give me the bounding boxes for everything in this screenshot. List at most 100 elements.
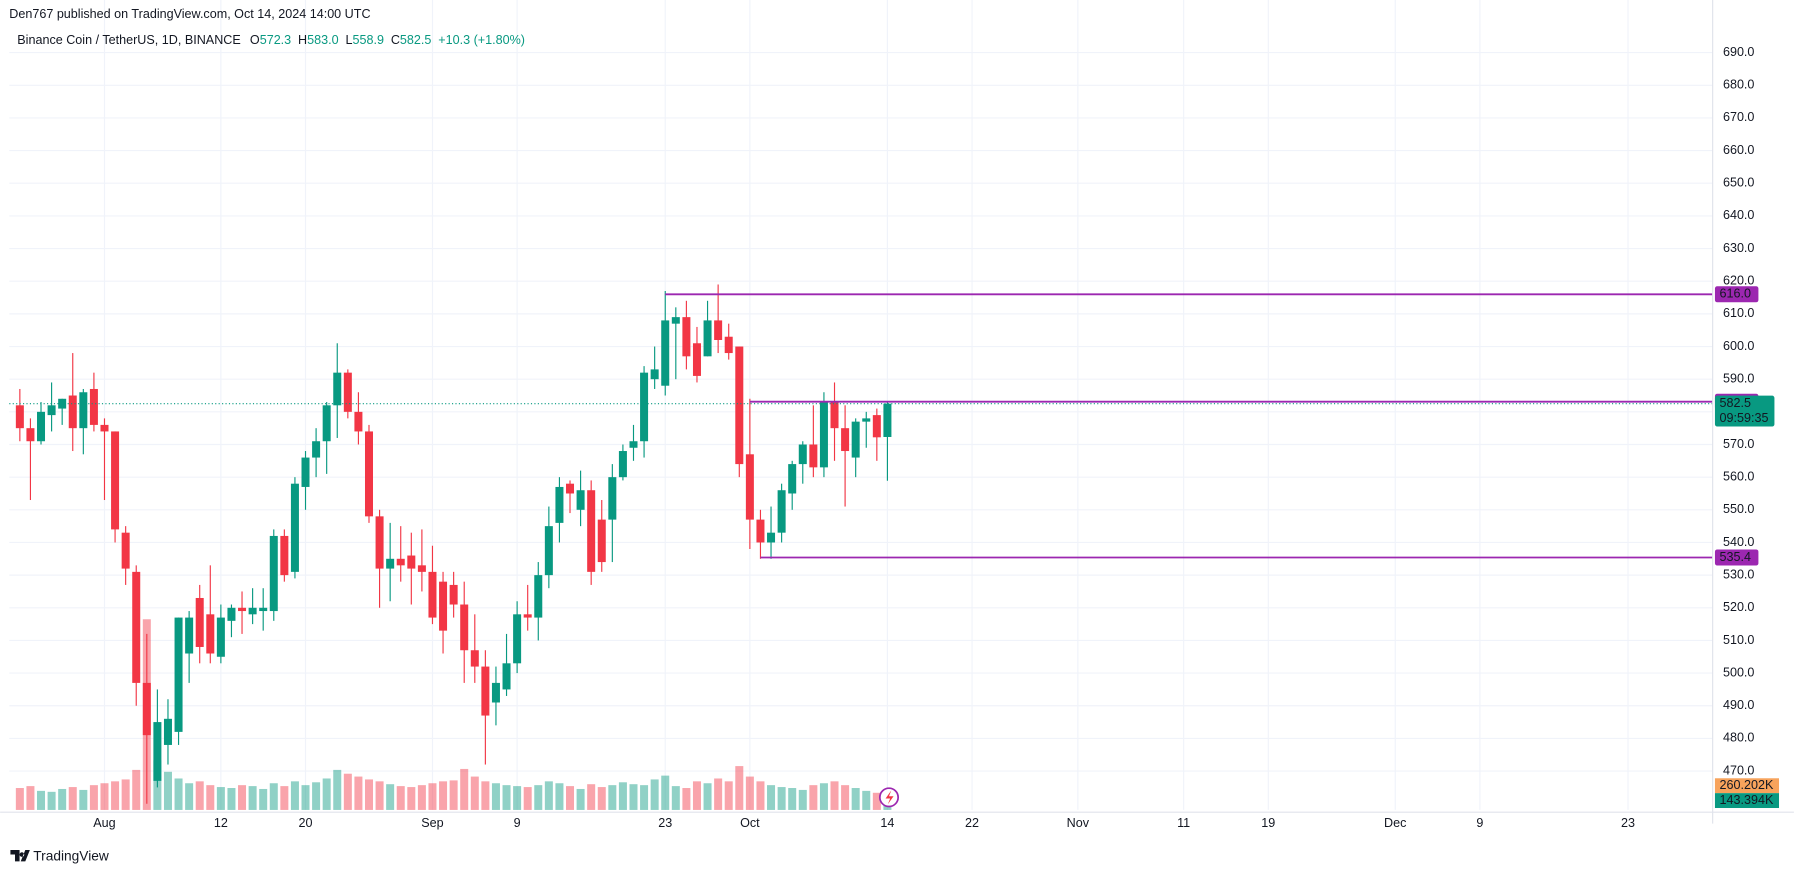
candle-body (830, 402, 839, 429)
candle-body (47, 405, 56, 416)
candle-body (618, 451, 627, 478)
volume-bar (58, 788, 67, 810)
candle-body (724, 336, 733, 354)
y-tick-label: 530.0 (1723, 567, 1754, 581)
volume-bar (111, 781, 120, 810)
candle-body (470, 650, 479, 667)
y-tick-label: 510.0 (1723, 633, 1754, 647)
volume-bar (661, 775, 670, 810)
brand-logo (10, 849, 30, 862)
legend-key: C (391, 34, 400, 48)
volume-ma-box (1714, 778, 1780, 794)
volume-bar (798, 789, 807, 810)
x-tick-label: Nov (1067, 816, 1090, 830)
volume-bar (79, 789, 88, 810)
x-tick-label: Sep (421, 816, 443, 830)
candle-body (89, 388, 98, 425)
y-tick-label: 550.0 (1723, 502, 1754, 516)
volume-bar (121, 779, 130, 810)
candle-body (777, 490, 786, 533)
volume-bar (872, 792, 881, 810)
y-tick-label: 680.0 (1723, 78, 1754, 92)
candle-body (259, 607, 268, 612)
y-tick-label: 610.0 (1723, 306, 1754, 320)
candle-body (301, 457, 310, 487)
volume-bar (354, 776, 363, 810)
volume-bar (259, 788, 268, 810)
candle-body (100, 424, 109, 432)
volume-bar (163, 771, 172, 810)
candle-body (523, 614, 532, 618)
x-tick-label: 23 (1621, 816, 1635, 830)
candle-body (640, 372, 649, 442)
candle-body (756, 519, 765, 543)
candle-body (809, 444, 818, 468)
y-tick-label: 590.0 (1723, 372, 1754, 386)
volume-bar (481, 781, 490, 810)
candle-body (862, 418, 871, 422)
candle-body (682, 317, 691, 357)
candle-body (692, 343, 701, 376)
y-tick-label: 660.0 (1723, 143, 1754, 157)
volume-bar (576, 788, 585, 810)
candle-body (576, 490, 585, 510)
volume-bar (629, 784, 638, 810)
volume-bar (301, 785, 310, 810)
volume-bar (819, 783, 828, 810)
volume-bar (470, 776, 479, 810)
candle-body (502, 663, 511, 690)
candle-body (460, 604, 469, 651)
volume-bar (417, 785, 426, 810)
candle-body (163, 718, 172, 745)
legend: Binance Coin / TetherUS, 1D, BINANCE O572… (17, 34, 525, 48)
volume-bar (767, 785, 776, 810)
y-tick-label: 540.0 (1723, 535, 1754, 549)
x-tick-label: 12 (214, 816, 228, 830)
y-tick-label: 560.0 (1723, 469, 1754, 483)
level-label-box (1714, 286, 1759, 303)
candle-body (58, 398, 67, 409)
volume-bar (15, 788, 24, 810)
candle-body (142, 682, 151, 736)
candle-body (37, 411, 46, 442)
x-tick-label: 9 (514, 816, 521, 830)
replay-icon[interactable] (878, 787, 900, 808)
candle-body (566, 483, 575, 494)
x-tick-label: 14 (880, 816, 894, 830)
volume-bar (714, 778, 723, 810)
legend-title: Binance Coin / TetherUS, 1D, BINANCE (17, 34, 240, 48)
volume-bar (290, 781, 299, 810)
volume-bar (248, 786, 257, 810)
volume-bar (132, 769, 141, 810)
y-tick-label: 630.0 (1723, 241, 1754, 255)
volume-bar (756, 781, 765, 810)
candle-body (312, 441, 321, 458)
volume-bar (692, 781, 701, 810)
candle-body (788, 464, 797, 494)
y-tick-label: 620.0 (1723, 274, 1754, 288)
candle-body (290, 483, 299, 572)
candle-body (195, 597, 204, 647)
candle-body (269, 535, 278, 612)
volume-bar (703, 783, 712, 810)
volume-bar (269, 783, 278, 810)
volume-bar (608, 785, 617, 810)
last-price-label: 582.5 (1720, 396, 1751, 410)
candle-body (227, 607, 236, 621)
candle-body (629, 441, 638, 448)
candle-body (26, 428, 35, 442)
y-tick-label: 670.0 (1723, 110, 1754, 124)
candle-body (597, 519, 606, 563)
volume-bar (862, 790, 871, 810)
publisher: Den767 published on TradingView.com, Oct… (9, 7, 370, 21)
level-label: 616.0 (1720, 287, 1751, 301)
volume-bar (777, 787, 786, 810)
candle-body (851, 421, 860, 458)
volume-bar (566, 786, 575, 810)
x-tick-label: 9 (1476, 816, 1483, 830)
legend-value: 582.5 (400, 34, 431, 48)
x-tick-label: Aug (93, 816, 115, 830)
x-tick-label: Oct (740, 816, 760, 830)
volume-bar (216, 787, 225, 810)
volume-bar (640, 785, 649, 810)
